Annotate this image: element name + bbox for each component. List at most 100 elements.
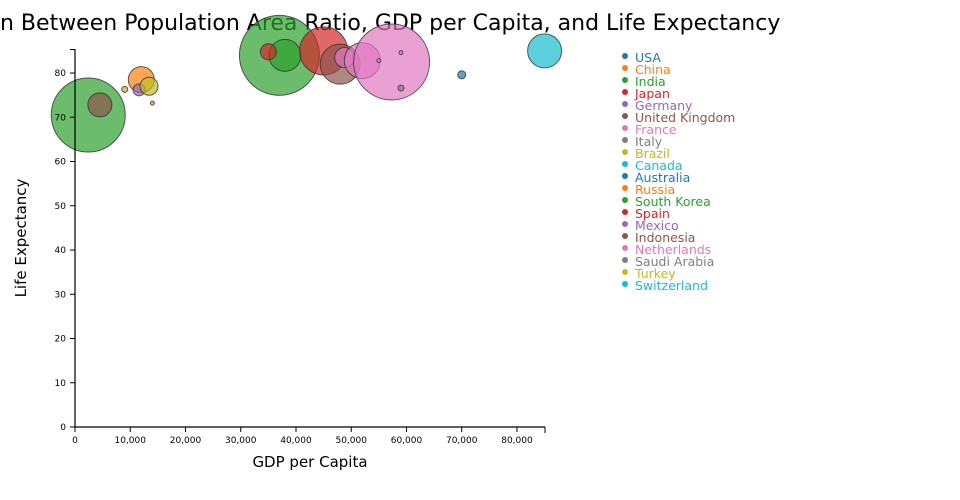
legend-label: Italy — [635, 134, 663, 149]
legend-dot-icon — [622, 269, 628, 275]
legend-label: Turkey — [634, 266, 676, 281]
legend-dot-icon — [622, 209, 628, 215]
bubble[interactable] — [397, 84, 405, 92]
legend-label: USA — [635, 50, 661, 65]
y-tick: 10 — [55, 379, 75, 389]
legend-label: Germany — [635, 98, 693, 113]
legend-dot-icon — [622, 173, 628, 179]
legend-dot-icon — [622, 137, 628, 143]
bubble[interactable] — [527, 33, 563, 69]
x-tick: 70,000 — [446, 427, 478, 446]
legend-label: Russia — [635, 182, 675, 197]
legend-label: Brazil — [635, 146, 670, 161]
y-tick-label: 80 — [55, 69, 67, 79]
x-axis-ticks: 0 10,000 20,000 30,000 40,000 50,000 60,000 70,… — [72, 427, 533, 446]
bubble[interactable] — [457, 70, 467, 80]
y-axis-label: Life Expectancy — [12, 178, 30, 297]
bubble[interactable] — [353, 23, 431, 101]
y-tick-label: 50 — [55, 202, 67, 212]
x-tick-label: 40,000 — [280, 436, 312, 446]
legend-item[interactable]: Canada — [622, 158, 683, 173]
bubble[interactable] — [398, 50, 404, 56]
bubbles — [50, 14, 563, 153]
legend-item[interactable]: USA — [622, 50, 661, 65]
y-tick: 80 — [55, 69, 75, 79]
y-tick: 60 — [55, 158, 75, 168]
x-tick: 40,000 — [280, 427, 312, 446]
legend-dot-icon — [622, 197, 628, 203]
legend-item[interactable]: Australia — [622, 170, 690, 185]
x-tick-label: 80,000 — [501, 436, 533, 446]
legend-dot-icon — [622, 101, 628, 107]
legend-label: Indonesia — [635, 230, 695, 245]
x-tick: 30,000 — [225, 427, 257, 446]
bubble[interactable] — [121, 85, 129, 93]
legend-label: Switzerland — [635, 278, 708, 293]
legend-label: Japan — [634, 86, 670, 101]
x-tick-label: 0 — [72, 436, 78, 446]
x-tick-label: 50,000 — [335, 436, 367, 446]
y-tick: 40 — [55, 246, 75, 256]
legend-dot-icon — [622, 53, 628, 59]
bubble[interactable] — [139, 76, 159, 96]
legend-dot-icon — [622, 161, 628, 167]
legend-item[interactable]: Indonesia — [622, 230, 695, 245]
x-tick-label: 30,000 — [225, 436, 257, 446]
x-tick-label: 70,000 — [446, 436, 478, 446]
legend-item[interactable]: Japan — [622, 86, 670, 101]
legend-item[interactable]: Spain — [622, 206, 670, 221]
legend-item[interactable]: Switzerland — [622, 278, 708, 293]
legend-label: China — [635, 62, 671, 77]
bubble[interactable] — [149, 100, 155, 106]
y-tick: 20 — [55, 335, 75, 345]
legend-item[interactable]: South Korea — [622, 194, 711, 209]
x-tick: 0 — [72, 427, 78, 446]
y-tick-label: 10 — [55, 379, 67, 389]
legend-item[interactable]: Italy — [622, 134, 663, 149]
y-axis-ticks: 0 10 20 30 40 50 60 70 80 — [55, 69, 75, 433]
legend-label: Canada — [635, 158, 683, 173]
legend-dot-icon — [622, 149, 628, 155]
legend-item[interactable]: Saudi Arabia — [622, 254, 714, 269]
bubble[interactable] — [87, 92, 113, 118]
y-tick-label: 0 — [60, 423, 66, 433]
x-tick-label: 60,000 — [391, 436, 423, 446]
bubble[interactable] — [259, 43, 277, 61]
legend-label: France — [635, 122, 677, 137]
y-tick: 0 — [60, 423, 75, 433]
legend-item[interactable]: United Kingdom — [622, 110, 735, 125]
legend-item[interactable]: China — [622, 62, 671, 77]
bubble[interactable] — [376, 58, 382, 64]
y-tick: 50 — [55, 202, 75, 212]
legend-dot-icon — [622, 257, 628, 263]
x-tick: 60,000 — [391, 427, 423, 446]
legend-item[interactable]: India — [622, 74, 666, 89]
legend-item[interactable]: Germany — [622, 98, 693, 113]
y-tick-label: 40 — [55, 246, 67, 256]
legend-dot-icon — [622, 245, 628, 251]
legend-item[interactable]: Russia — [622, 182, 675, 197]
legend-label: South Korea — [635, 194, 711, 209]
legend-item[interactable]: Brazil — [622, 146, 670, 161]
legend-label: Saudi Arabia — [635, 254, 714, 269]
y-tick: 30 — [55, 290, 75, 300]
legend-label: India — [635, 74, 666, 89]
legend-dot-icon — [622, 77, 628, 83]
legend-item[interactable]: Turkey — [622, 266, 676, 281]
legend-dot-icon — [622, 65, 628, 71]
y-tick-label: 60 — [55, 158, 67, 168]
legend-dot-icon — [622, 281, 628, 287]
legend-label: United Kingdom — [635, 110, 735, 125]
x-tick: 20,000 — [170, 427, 202, 446]
legend-label: Mexico — [635, 218, 679, 233]
legend-item[interactable]: Mexico — [622, 218, 679, 233]
legend-dot-icon — [622, 233, 628, 239]
legend-dot-icon — [622, 125, 628, 131]
legend-item[interactable]: Netherlands — [622, 242, 711, 257]
legend-label: Spain — [635, 206, 670, 221]
x-tick: 80,000 — [501, 427, 533, 446]
y-tick-label: 20 — [55, 335, 67, 345]
legend-item[interactable]: France — [622, 122, 677, 137]
